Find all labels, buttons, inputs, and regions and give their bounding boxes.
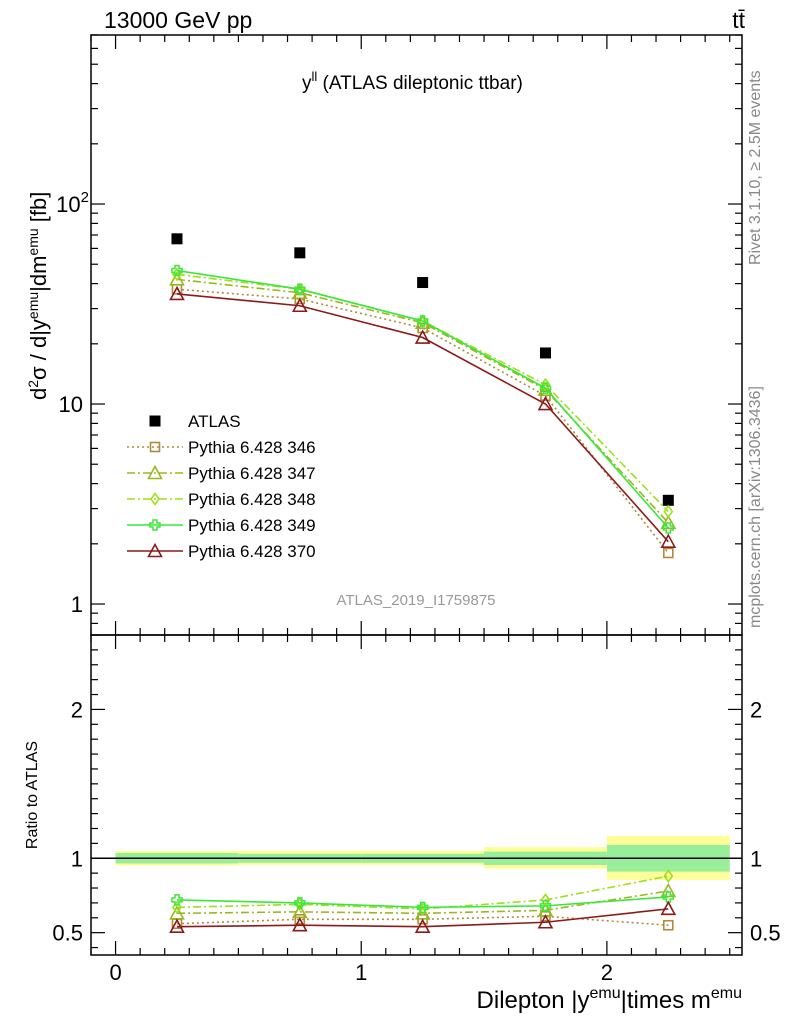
top-point-s5-4 [660,533,677,548]
legend-label-349: Pythia 6.428 349 [188,516,316,535]
top-series-line-3 [176,273,669,513]
ratio-point-s3-4 [662,891,675,903]
ratio-point-s1-4 [660,882,677,898]
bottom-ytick-label-right-0: 0.5 [750,921,781,946]
side-text-bottom: mcplots.cern.ch [arXiv:1306.3436] [747,386,764,628]
top-point-s4-0 [171,264,183,277]
top-point-s0-2 [417,277,429,289]
bottom-ytick-label-left-2: 2 [71,697,83,722]
top-title: yll (ATLAS dileptonic ttbar) [302,69,523,94]
ratio-point-s3-0 [171,894,183,906]
top-ytick-label-100: 102 [56,189,89,217]
xtick-label-0: 0 [109,960,121,985]
xtick-label-1: 1 [355,960,367,985]
ratio-point-s2-4 [663,869,674,883]
ratio-point-s3-1 [294,897,306,909]
ratio-point-s4-4 [660,900,677,916]
ratio-point-s4-0 [169,918,185,934]
top-point-s4-2 [416,315,429,327]
legend-label-347: Pythia 6.428 347 [188,464,316,483]
legend-marker-0 [149,415,161,427]
ratio-series-line-3 [176,896,669,909]
top-ytick-label-1: 1 [71,592,83,617]
chart-marks [90,34,743,956]
ratio-series-line-2 [176,875,669,910]
top-series-line-1 [176,288,669,554]
bottom-ylabel: Ratio to ATLAS [24,741,41,849]
header-left: 13000 GeV pp [104,7,252,33]
header-right: tt̄ [732,7,745,33]
xtick-label-2: 2 [601,960,613,985]
top-point-s4-1 [294,283,306,295]
legend-label-348: Pythia 6.428 348 [188,490,316,509]
bottom-ytick-label-left-0: 0.5 [52,921,83,946]
top-series-line-4 [176,269,669,529]
legend-marker-1 [149,441,161,453]
legend-label-370: Pythia 6.428 370 [188,542,316,561]
bottom-ytick-label-right-1: 1 [750,846,762,871]
ratio-point-s3-3 [539,900,552,912]
top-point-s0-1 [294,247,306,259]
top-point-s5-0 [169,285,185,301]
top-point-s5-3 [537,395,554,411]
ratio-point-s4-3 [537,914,554,929]
legend-label-346: Pythia 6.428 346 [188,438,316,457]
ratio-point-s4-1 [291,917,308,932]
bottom-panel-frame [90,634,743,956]
top-point-s2-4 [660,514,677,530]
ratio-point-s4-2 [414,918,431,934]
top-point-s3-4 [663,504,674,519]
bottom-ytick-label-right-2: 2 [750,697,762,722]
top-series-line-5 [176,293,669,543]
top-point-s4-4 [662,522,675,534]
top-ylabel: d2σ / d|yemu|dmemu [fb] [25,192,51,400]
top-point-s0-4 [662,494,674,506]
side-text-top: Rivet 3.1.10, ≥ 2.5M events [747,70,764,265]
top-point-s1-4 [663,547,674,559]
bottom-ytick-label-left-1: 1 [71,846,83,871]
legend-label-atlas: ATLAS [188,412,241,431]
ratio-point-s3-2 [416,901,429,914]
top-ytick-label-10: 10 [59,392,83,417]
top-point-s5-1 [291,297,308,313]
top-point-s2-3 [537,381,554,396]
top-point-s2-0 [169,271,185,286]
top-point-s5-2 [414,329,431,344]
ratio-series-line-4 [176,908,669,928]
ratio-point-s0-4 [663,919,674,931]
top-point-s4-3 [539,382,552,394]
top-point-s0-3 [539,347,551,359]
watermark: ATLAS_2019_I1759875 [336,592,495,609]
legend-marker-4 [149,519,161,531]
legend-marker-5 [147,542,163,558]
ratio-point-s0-1 [294,913,306,925]
top-point-s0-0 [171,233,183,245]
x-axis-label: Dilepton |yemu|times memu [477,985,742,1014]
legend-marker-2 [147,464,163,480]
legend-marker-3 [150,492,160,506]
